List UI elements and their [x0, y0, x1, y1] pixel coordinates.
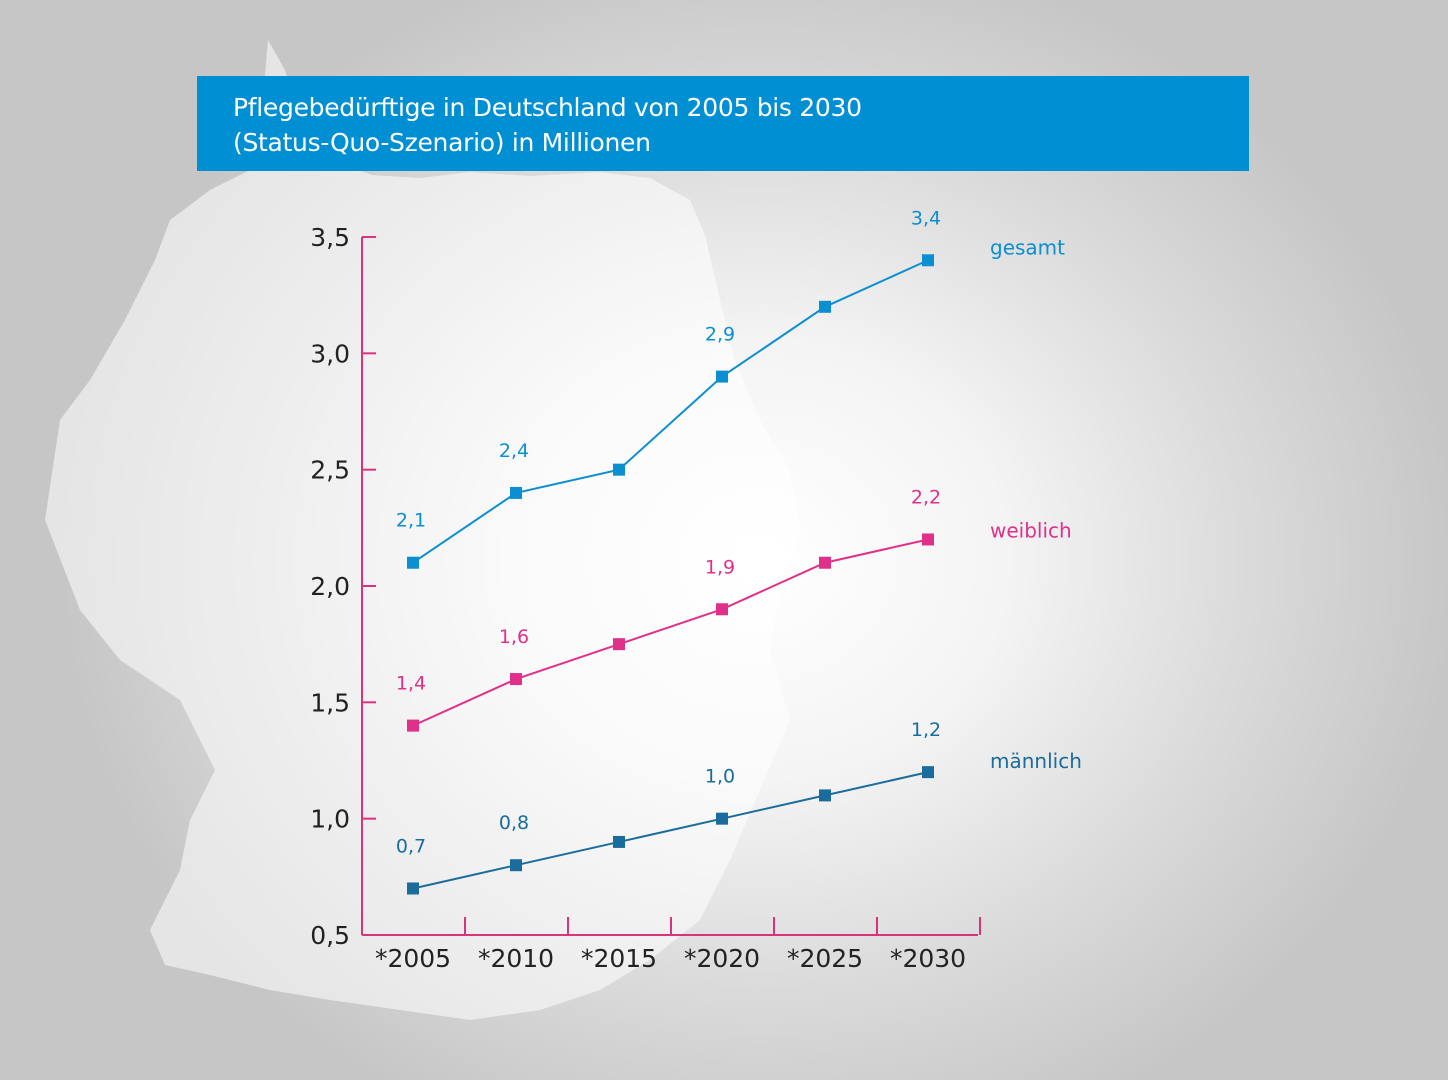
- data-point: [922, 766, 934, 779]
- y-tick-label: 2,5: [310, 456, 350, 485]
- chart-title-line-2: (Status-Quo-Szenario) in Millionen: [233, 128, 651, 157]
- data-point: [510, 486, 522, 499]
- series-weiblich: 1,4 1,6 1,9 2,2 weiblich: [396, 486, 1072, 732]
- data-point: [716, 603, 728, 616]
- data-point: [819, 556, 831, 569]
- chart-axes: 0,5 1,0 1,5 2,0 2,5 3,0 3,5 *2005 *2010 *2015 *202…: [310, 223, 981, 973]
- data-label: 2,4: [499, 440, 529, 462]
- data-label: 3,4: [911, 207, 941, 229]
- x-tick-label: *2030: [890, 944, 966, 973]
- data-point: [716, 812, 728, 825]
- series-label: weiblich: [990, 518, 1072, 542]
- y-tick-label: 3,5: [310, 223, 350, 252]
- series-label: männlich: [990, 749, 1082, 773]
- x-tick-label: *2010: [478, 944, 554, 973]
- x-tick-label: *2005: [375, 944, 451, 973]
- data-point: [613, 463, 625, 476]
- data-label: 2,1: [396, 510, 426, 532]
- data-point: [510, 673, 522, 686]
- chart-title-line-1: Pflegebedürftige in Deutschland von 2005…: [233, 93, 862, 122]
- data-point: [407, 719, 419, 732]
- series-line: [412, 538, 929, 727]
- data-point: [613, 638, 625, 651]
- data-label: 2,2: [911, 486, 941, 508]
- y-tick-label: 1,0: [310, 805, 350, 834]
- data-label: 0,7: [396, 835, 426, 857]
- series-line: [412, 259, 929, 564]
- data-label: 1,9: [705, 556, 735, 578]
- x-tick-label: *2025: [787, 944, 863, 973]
- series-gesamt: 2,1 2,4 2,9 3,4 gesamt: [396, 207, 1065, 569]
- y-tick-label: 0,5: [310, 921, 350, 950]
- y-tick-label: 2,0: [310, 572, 350, 601]
- data-label: 1,0: [705, 766, 735, 788]
- data-point: [613, 835, 625, 848]
- chart-series: 2,1 2,4 2,9 3,4 gesamt 1,4 1,6 1,9 2,2 weiblich 0,…: [396, 207, 1082, 895]
- data-point: [407, 882, 419, 895]
- data-label: 1,6: [499, 626, 529, 648]
- data-point: [922, 533, 934, 546]
- title-banner: Pflegebedürftige in Deutschland von 2005…: [197, 76, 1249, 171]
- data-point: [407, 556, 419, 569]
- y-tick-label: 3,0: [310, 339, 350, 368]
- y-tick-label: 1,5: [310, 688, 350, 717]
- x-tick-label: *2015: [581, 944, 657, 973]
- x-tick-label: *2020: [684, 944, 760, 973]
- data-label: 1,4: [396, 673, 426, 695]
- data-point: [716, 370, 728, 383]
- series-männlich: 0,7 0,8 1,0 1,2 männlich: [396, 719, 1082, 895]
- series-line: [412, 771, 929, 890]
- data-label: 0,8: [499, 812, 529, 834]
- data-point: [510, 859, 522, 872]
- data-point: [819, 300, 831, 313]
- data-point: [819, 789, 831, 802]
- data-point: [922, 254, 934, 267]
- data-label: 1,2: [911, 719, 941, 741]
- series-label: gesamt: [990, 235, 1065, 259]
- data-label: 2,9: [705, 324, 735, 346]
